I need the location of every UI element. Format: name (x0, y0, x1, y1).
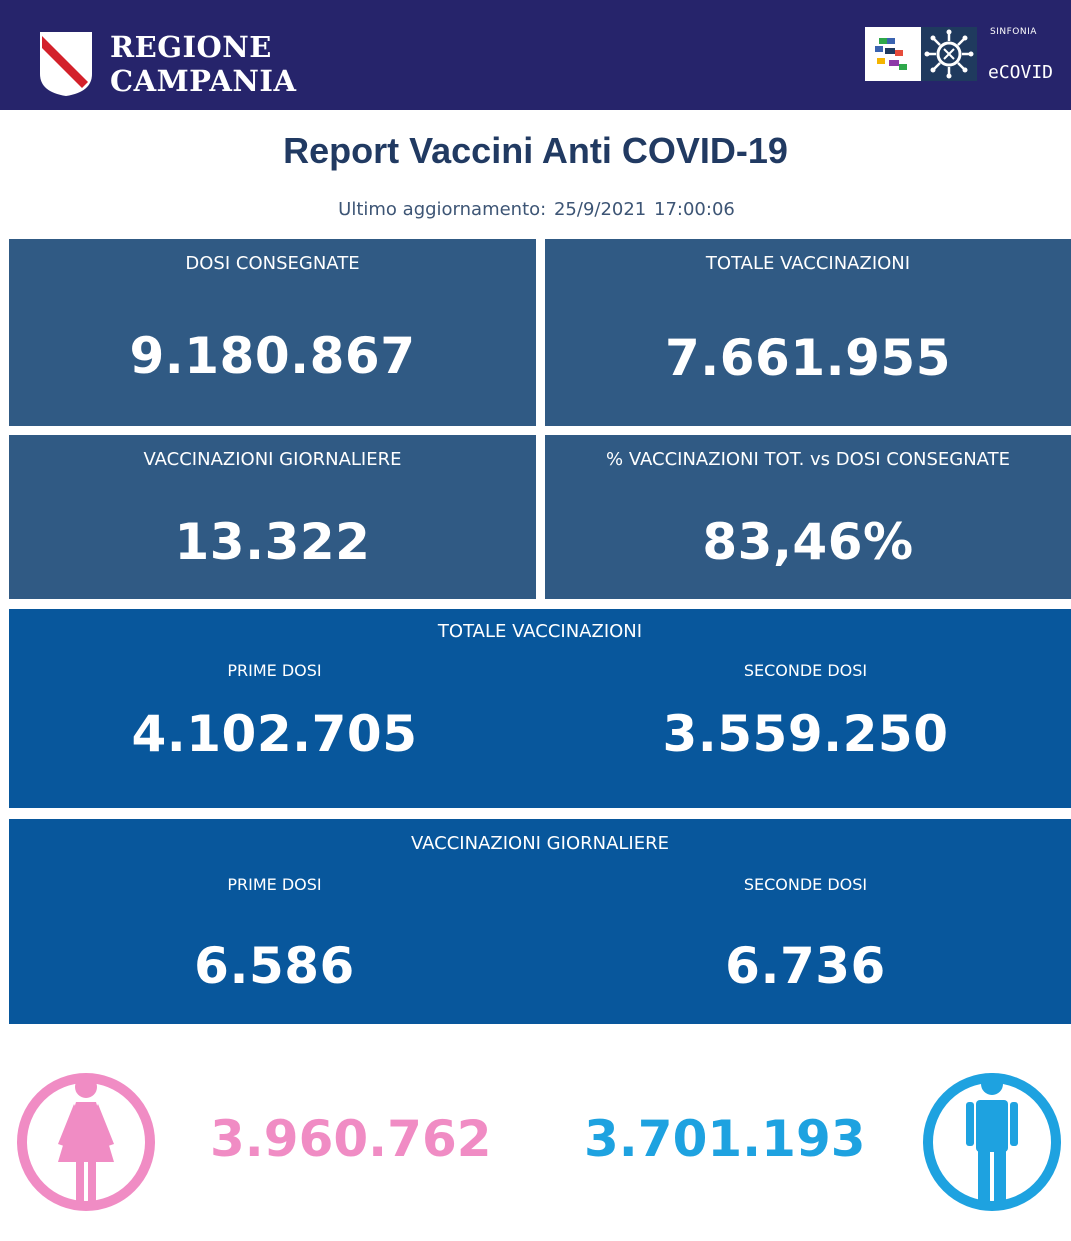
female-count: 3.960.762 (210, 1110, 492, 1168)
region-shield-icon (40, 32, 92, 96)
card-value: 7.661.955 (664, 329, 952, 387)
card-dosi-consegnate: DOSI CONSEGNATE 9.180.867 (9, 239, 536, 426)
seconde-dosi-value: 6.736 (725, 937, 886, 995)
last-updated-date: 25/9/2021 (553, 199, 647, 220)
ecovid-label: eCOVID (988, 62, 1054, 83)
card-totale-vaccinazioni: TOTALE VACCINAZIONI 7.661.955 (545, 239, 1071, 426)
seconde-dosi-label: SECONDE DOSI (743, 875, 868, 894)
card-label: TOTALE VACCINAZIONI (705, 253, 911, 274)
seconde-dosi-section: SECONDE DOSI 3.559.250 (540, 609, 1071, 808)
last-updated: Ultimo aggiornamento: 25/9/2021 17:00:06 (0, 199, 1071, 220)
virus-icon (924, 29, 974, 79)
card-label: VACCINAZIONI GIORNALIERE (411, 833, 669, 854)
last-updated-time: 17:00:06 (654, 199, 735, 220)
region-name: REGIONE CAMPANIA (110, 30, 296, 98)
seconde-dosi-label: SECONDE DOSI (743, 661, 868, 680)
card-label: % VACCINAZIONI TOT. vs DOSI CONSEGNATE (606, 449, 1010, 470)
sinfonia-logo (865, 27, 977, 81)
male-count: 3.701.193 (584, 1110, 866, 1168)
card-label: VACCINAZIONI GIORNALIERE (143, 449, 402, 470)
card-label: DOSI CONSEGNATE (185, 253, 360, 274)
seconde-dosi-value: 3.559.250 (662, 705, 949, 763)
virus-logo-box (921, 27, 977, 81)
card-totale-split: TOTALE VACCINAZIONI PRIME DOSI 4.102.705… (9, 609, 1071, 808)
card-vaccinazioni-giornaliere: VACCINAZIONI GIORNALIERE 13.322 (9, 435, 536, 599)
card-label: TOTALE VACCINAZIONI (437, 621, 643, 642)
prime-dosi-label: PRIME DOSI (227, 875, 322, 894)
card-giornaliere-split: VACCINAZIONI GIORNALIERE PRIME DOSI 6.58… (9, 819, 1071, 1024)
seconde-dosi-section: SECONDE DOSI 6.736 (540, 819, 1071, 1024)
region-name-line1: REGIONE (110, 30, 272, 64)
prime-dosi-section: PRIME DOSI 4.102.705 (9, 609, 540, 808)
female-person-icon (17, 1073, 155, 1211)
prime-dosi-label: PRIME DOSI (227, 661, 322, 680)
page-title: Report Vaccini Anti COVID-19 (283, 130, 788, 171)
sinfonia-label: SINFONIA (990, 27, 1037, 37)
prime-dosi-value: 6.586 (194, 937, 355, 995)
region-name-line2: CAMPANIA (110, 64, 297, 98)
card-value: 13.322 (174, 513, 371, 571)
last-updated-label: Ultimo aggiornamento: (338, 199, 547, 220)
prime-dosi-value: 4.102.705 (131, 705, 418, 763)
card-value: 83,46% (702, 513, 914, 571)
sinfonia-squares-icon (875, 38, 907, 70)
header-bar: REGIONE CAMPANIA (0, 0, 1071, 110)
male-person-icon (923, 1073, 1061, 1211)
card-percentuale: % VACCINAZIONI TOT. vs DOSI CONSEGNATE 8… (545, 435, 1071, 599)
prime-dosi-section: PRIME DOSI 6.586 (9, 819, 540, 1024)
card-value: 9.180.867 (129, 327, 416, 385)
